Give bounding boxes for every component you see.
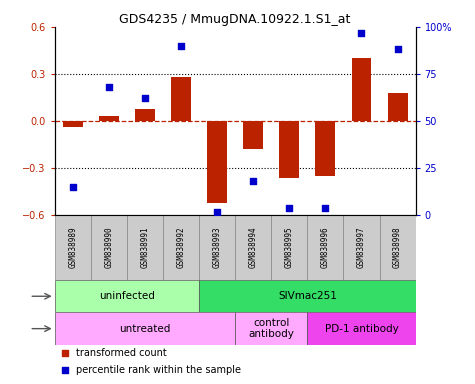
Text: untreated: untreated — [119, 324, 171, 334]
Text: GSM838996: GSM838996 — [321, 227, 330, 268]
Bar — [235, 215, 271, 280]
Bar — [271, 215, 307, 280]
Point — [213, 209, 221, 215]
Bar — [91, 215, 127, 280]
Text: GSM838998: GSM838998 — [393, 227, 402, 268]
Text: GSM838995: GSM838995 — [285, 227, 294, 268]
Bar — [343, 215, 380, 280]
Bar — [55, 280, 199, 313]
Point — [358, 30, 365, 36]
Bar — [135, 109, 155, 121]
Bar — [235, 313, 307, 345]
Bar — [388, 93, 408, 121]
Text: percentile rank within the sample: percentile rank within the sample — [76, 365, 241, 375]
Text: PD-1 antibody: PD-1 antibody — [324, 324, 399, 334]
Point — [62, 349, 69, 356]
Bar — [63, 121, 83, 127]
Bar — [163, 215, 199, 280]
Bar — [207, 121, 227, 203]
Bar — [352, 58, 371, 121]
Point — [141, 95, 149, 101]
Bar — [307, 215, 343, 280]
Bar — [55, 215, 91, 280]
Text: transformed count: transformed count — [76, 348, 167, 358]
Text: GSM838997: GSM838997 — [357, 227, 366, 268]
Point — [249, 178, 257, 184]
Point — [69, 184, 76, 190]
Point — [105, 84, 113, 90]
Text: GSM838991: GSM838991 — [141, 227, 149, 268]
Point — [394, 46, 401, 53]
Text: control
antibody: control antibody — [248, 318, 294, 339]
Text: GSM838993: GSM838993 — [213, 227, 221, 268]
Point — [322, 205, 329, 211]
Text: GSM838992: GSM838992 — [177, 227, 185, 268]
Bar — [199, 215, 235, 280]
Bar — [307, 313, 416, 345]
Bar — [199, 280, 416, 313]
Text: GSM838994: GSM838994 — [249, 227, 257, 268]
Bar — [315, 121, 335, 176]
Point — [285, 205, 293, 211]
Point — [177, 43, 185, 49]
Bar — [127, 215, 163, 280]
Bar — [380, 215, 416, 280]
Bar — [99, 116, 119, 121]
Bar — [279, 121, 299, 178]
Text: SIVmac251: SIVmac251 — [278, 291, 337, 301]
Bar — [243, 121, 263, 149]
Title: GDS4235 / MmugDNA.10922.1.S1_at: GDS4235 / MmugDNA.10922.1.S1_at — [119, 13, 351, 26]
Text: GSM838989: GSM838989 — [68, 227, 77, 268]
Bar — [171, 77, 191, 121]
Point — [62, 367, 69, 373]
Text: GSM838990: GSM838990 — [104, 227, 113, 268]
Text: uninfected: uninfected — [99, 291, 155, 301]
Bar — [55, 313, 235, 345]
